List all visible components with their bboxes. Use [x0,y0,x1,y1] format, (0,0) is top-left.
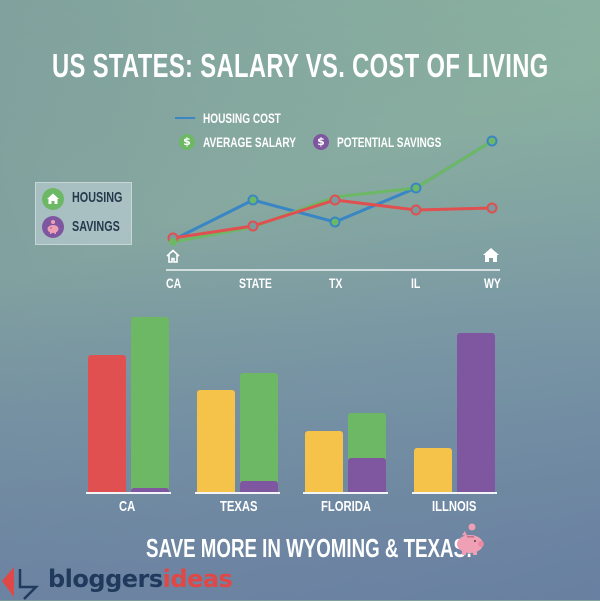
dollar-icon: $ [179,134,195,150]
bar-label-texas: TEXAS [220,498,258,515]
dollar-icon: $ [313,134,329,150]
bar-baseline [303,492,388,494]
legend-housing-cost-label: HOUSING COST [203,110,281,126]
bar-label-florida: FLORIDA [321,498,372,515]
savings-markers [167,194,498,244]
tagline: SAVE MORE IN WYOMING & TEXAS! [146,533,473,563]
piggy-bank-icon [457,523,484,555]
bar-texas-savings [240,481,278,493]
bar-florida-savings [348,458,386,493]
bar-baseline [412,492,497,494]
logo-text-ideas: ideas [162,565,233,593]
chart-title: US STATES: SALARY VS. COST OF LIVING [52,47,549,84]
bar-texas-salary [240,373,278,493]
piggy-bank-icon [42,216,64,238]
blue-line-swatch [175,117,195,119]
x-label-tx: TX [329,275,343,291]
legend-average-salary-label: AVERAGE SALARY [203,134,296,150]
legend-potential-savings-label: POTENTIAL SAVINGS [337,134,442,150]
bar-baseline [195,492,280,494]
line-chart [166,135,500,271]
logo-text-bloggers: bloggers [48,565,163,593]
salary-marker [169,238,177,246]
bar-label-illinois: ILLNOIS [432,498,477,515]
housing-cost-markers [247,135,498,228]
x-label-state: STATE [239,275,272,291]
bar-ca-salary [131,317,169,493]
bar-illinois-savings [457,333,495,493]
bar-baseline [86,492,171,494]
side-legend-savings-label: SAVINGS [72,218,120,235]
bar-florida-housing [305,431,343,493]
bar-label-ca: CA [119,498,136,515]
x-label-wy: WY [484,275,501,291]
logo-mark-icon [2,567,40,600]
house-icon [42,188,64,210]
bar-texas-housing [197,390,235,493]
side-legend-housing-label: HOUSING [72,189,123,206]
logo-text: bloggersideas [48,565,233,593]
bar-ca-housing [88,355,126,493]
x-label-il: IL [411,275,421,291]
house-filled-icon [483,248,499,262]
side-legend: HOUSING SAVINGS [35,182,132,245]
house-outline-icon [166,249,180,263]
x-label-ca: CA [166,275,182,291]
bar-illinois-housing [414,448,452,493]
bar-ca-savings [131,488,169,493]
